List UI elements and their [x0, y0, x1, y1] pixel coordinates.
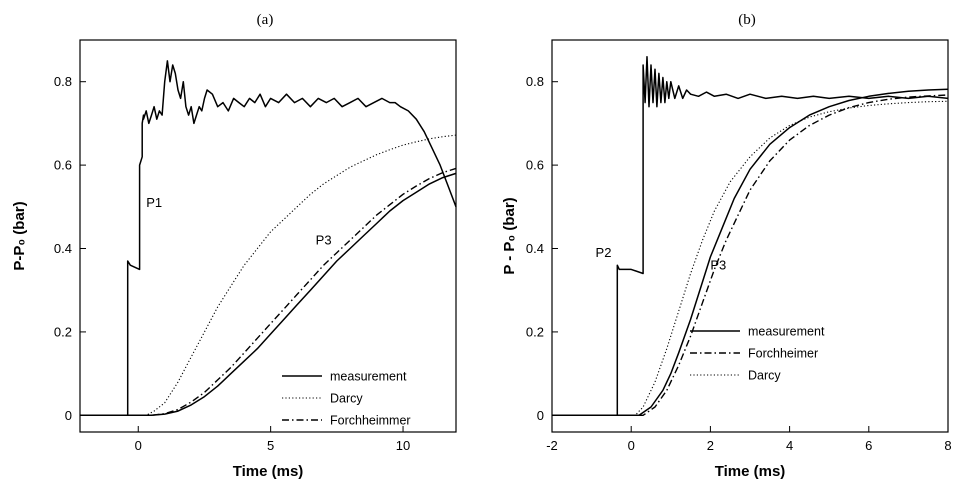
- panel-b-series-p2-line: [552, 55, 949, 417]
- panel-b-y-tick-label: 0: [537, 408, 544, 423]
- panel-b-x-tick-label: 0: [628, 438, 635, 453]
- panel-b-legend-label-forchheimer: Forchheimer: [748, 347, 818, 361]
- panel-b-annotation-p2: P2: [596, 245, 612, 260]
- panel-a-x-axis-title: Time (ms): [233, 463, 304, 480]
- panel-a-plot-frame: [79, 39, 457, 433]
- panel-b-legend-label-measurement: measurement: [748, 325, 825, 339]
- panel-a-legend: measurement Darcy Forchheimmer: [282, 370, 411, 428]
- panel-b-x-tick-label: 2: [707, 438, 714, 453]
- panel-a-annotation-p1: P1: [146, 195, 162, 210]
- panel-b-label: (b): [738, 12, 756, 28]
- panel-b-legend-label-darcy: Darcy: [748, 369, 781, 383]
- panel-a-x-tick-label: 5: [267, 438, 274, 453]
- panel-a-x-tick-label: 10: [396, 438, 410, 453]
- panel-a-y-tick-label: 0: [65, 408, 72, 423]
- panel-b-x-tick-label: 6: [865, 438, 872, 453]
- panel-a-x-tick-label: 0: [135, 438, 142, 453]
- panel-b-annotations: P2 P3: [596, 245, 727, 273]
- panel-a-y-tick-label: 0.6: [54, 158, 72, 173]
- panel-b-y-tick-label: 0.4: [526, 241, 544, 256]
- panel-a-chart: (a) 0 5 10 0 0.2 0.4 0.6 0.8 P1 P3 measurement Da…: [11, 12, 457, 480]
- panel-b-x-tick-label: 4: [786, 438, 793, 453]
- panel-b-x-axis-title: Time (ms): [715, 463, 786, 480]
- panel-b-plot-frame: [551, 39, 949, 433]
- panel-a-y-tick-label: 0.4: [54, 241, 72, 256]
- panel-a-legend-label-measurement: measurement: [330, 370, 407, 384]
- panel-b-x-tick-label: -2: [546, 438, 558, 453]
- panel-a-y-tick-label: 0.2: [54, 324, 72, 339]
- panel-b-y-tick-label: 0.2: [526, 324, 544, 339]
- panel-a-annotation-p3: P3: [316, 232, 332, 247]
- panel-b-series-forchheimer-line: [552, 94, 949, 416]
- panel-a-series-forchheimmer-line: [80, 167, 457, 416]
- panel-a-annotations: P1 P3: [146, 195, 331, 248]
- panel-b-ticks: -2 0 2 4 6 800.20.40.60.8: [526, 74, 952, 453]
- panel-a-series-p1-line: [80, 60, 457, 417]
- panel-b-series-measurement-line: [552, 88, 949, 417]
- panel-b-annotation-p3: P3: [710, 257, 726, 272]
- panel-a-ticks: 0 5 10 0 0.2 0.4 0.6 0.8: [54, 74, 410, 453]
- panel-a-series-measurement-line: [80, 172, 457, 417]
- panel-b-x-tick-label: 8: [944, 438, 951, 453]
- panel-a-y-axis-title: P-P₀ (bar): [11, 201, 28, 270]
- panel-a-legend-label-darcy: Darcy: [330, 392, 363, 406]
- panel-a-legend-label-forchheimmer: Forchheimmer: [330, 414, 411, 428]
- panel-b-y-tick-label: 0.8: [526, 74, 544, 89]
- panel-a-label: (a): [257, 12, 274, 28]
- panel-a-y-tick-label: 0.8: [54, 74, 72, 89]
- panel-a-series: [80, 60, 457, 417]
- panel-b-y-axis-title: P - P₀ (bar): [501, 197, 518, 274]
- panel-b-series: [552, 55, 949, 417]
- panel-b-legend: measurement Forchheimer Darcy: [690, 325, 825, 383]
- panel-b-y-tick-label: 0.6: [526, 158, 544, 173]
